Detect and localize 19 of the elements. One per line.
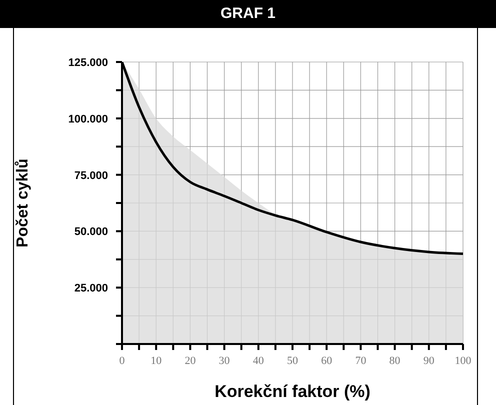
x-tick-label: 70 (355, 355, 367, 367)
x-tick-label: 80 (389, 355, 401, 367)
x-tick-label: 30 (218, 355, 230, 367)
x-axis-title: Korekční faktor (%) (214, 382, 370, 401)
y-axis-title: Počet cyklů (14, 158, 32, 248)
y-tick-label: 75.000 (74, 170, 108, 182)
x-tick-label: 40 (252, 355, 264, 367)
x-tick-label: 50 (287, 355, 298, 367)
x-tick-label: 10 (150, 355, 162, 367)
chart-title: GRAF 1 (0, 0, 496, 28)
y-tick-label: 25.000 (74, 282, 108, 295)
x-tick-label: 20 (184, 355, 196, 367)
y-tick-label: 100.000 (68, 113, 108, 126)
x-tick-label: 0 (119, 355, 126, 367)
y-tick-label: 50.000 (74, 226, 108, 238)
x-tick-label: 100 (454, 355, 472, 367)
y-tick-label: 125.000 (68, 57, 108, 69)
x-tick-label: 90 (423, 355, 435, 367)
x-tick-label: 60 (321, 355, 333, 367)
